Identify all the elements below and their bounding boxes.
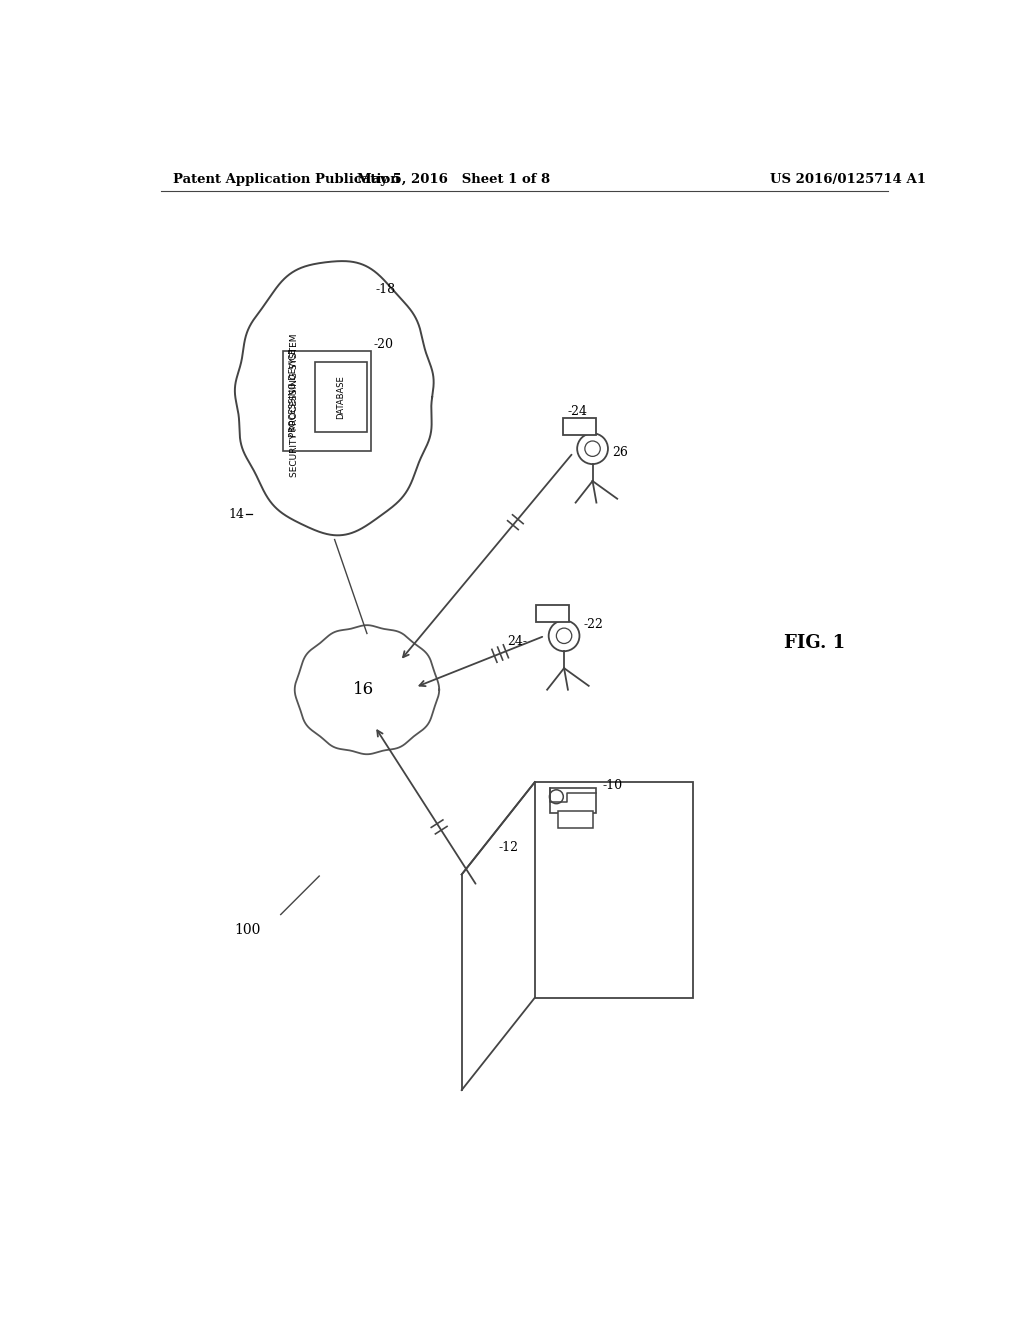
Bar — [314, 363, 367, 432]
Text: 16: 16 — [352, 681, 374, 698]
Text: SECURITY PROCESSING SYSTEM: SECURITY PROCESSING SYSTEM — [290, 333, 299, 477]
Text: -24: -24 — [567, 405, 587, 418]
Bar — [535, 781, 692, 998]
Bar — [558, 812, 593, 829]
Text: PROCESSING DEVICE: PROCESSING DEVICE — [289, 348, 298, 437]
Bar — [283, 351, 371, 451]
Polygon shape — [295, 626, 439, 754]
Polygon shape — [234, 261, 433, 536]
Bar — [563, 418, 596, 434]
Text: -12: -12 — [499, 841, 518, 854]
Text: -10: -10 — [602, 779, 623, 792]
Text: -20: -20 — [374, 338, 393, 351]
Text: 100: 100 — [234, 923, 261, 937]
Text: Patent Application Publication: Patent Application Publication — [173, 173, 399, 186]
Text: FIG. 1: FIG. 1 — [783, 635, 845, 652]
Bar — [550, 788, 596, 813]
Text: 14: 14 — [228, 508, 245, 520]
Text: -22: -22 — [584, 618, 603, 631]
Text: US 2016/0125714 A1: US 2016/0125714 A1 — [770, 173, 926, 186]
Text: -18: -18 — [376, 282, 395, 296]
Text: May 5, 2016   Sheet 1 of 8: May 5, 2016 Sheet 1 of 8 — [357, 173, 551, 186]
Text: DATABASE: DATABASE — [336, 375, 345, 418]
Bar — [537, 605, 568, 622]
Text: 26: 26 — [611, 446, 628, 459]
Text: 24-: 24- — [507, 635, 527, 648]
